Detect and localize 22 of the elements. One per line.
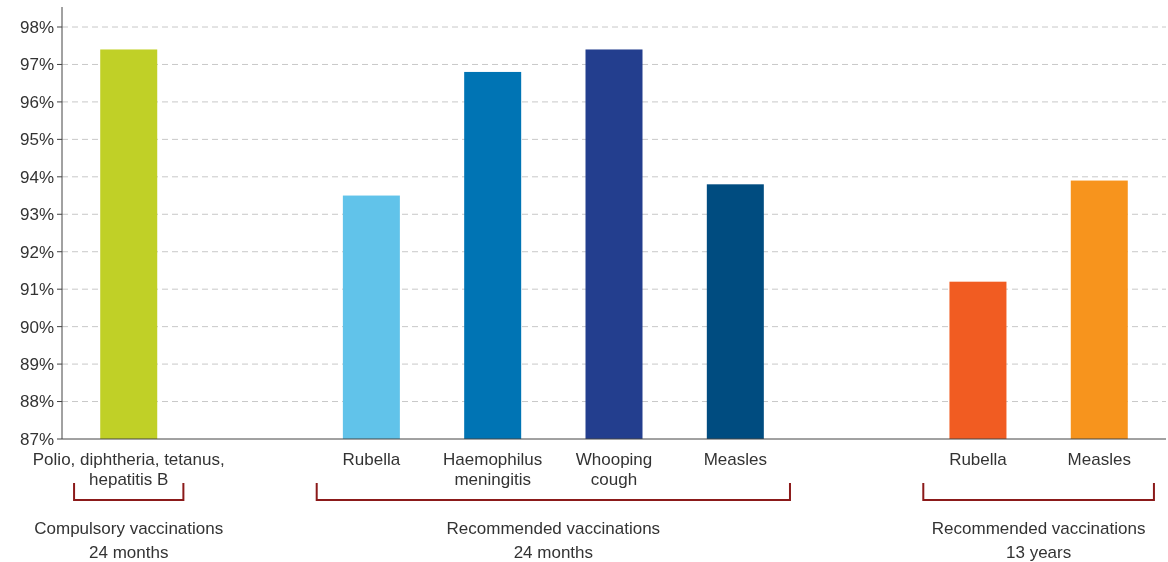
y-tick-label: 92%: [19, 242, 54, 262]
x-tick-label: Measles: [1067, 450, 1131, 469]
text: Compulsory vaccinations 24 months: [34, 519, 224, 562]
y-tick-label: 88%: [19, 392, 54, 412]
x-tick-label: Rubella: [342, 450, 401, 469]
y-tick-label: 96%: [19, 92, 54, 112]
y-tick-label: 97%: [19, 55, 54, 75]
y-tick-label: 93%: [19, 205, 54, 225]
y-tick-label: 90%: [19, 317, 54, 337]
x-tick-label: Polio, diphtheria, tetanus, hepatitis B: [32, 450, 225, 489]
text: Recommended vaccinations 24 months: [446, 519, 661, 562]
y-tick-label: 98%: [19, 17, 54, 37]
y-tick-label: 95%: [19, 130, 54, 150]
text: Recommended vaccinations 13 years: [931, 519, 1146, 562]
y-tick-label: 87%: [19, 429, 54, 449]
x-tick-label: Measles: [703, 450, 767, 469]
x-tick-label: Haemophilus meningitis: [443, 450, 543, 489]
y-tick-label: 94%: [19, 167, 54, 187]
x-tick-label: Rubella: [949, 450, 1008, 469]
y-tick-label: 89%: [19, 355, 54, 375]
x-tick-label: Whooping cough: [575, 450, 653, 489]
y-tick-label: 91%: [19, 280, 54, 300]
